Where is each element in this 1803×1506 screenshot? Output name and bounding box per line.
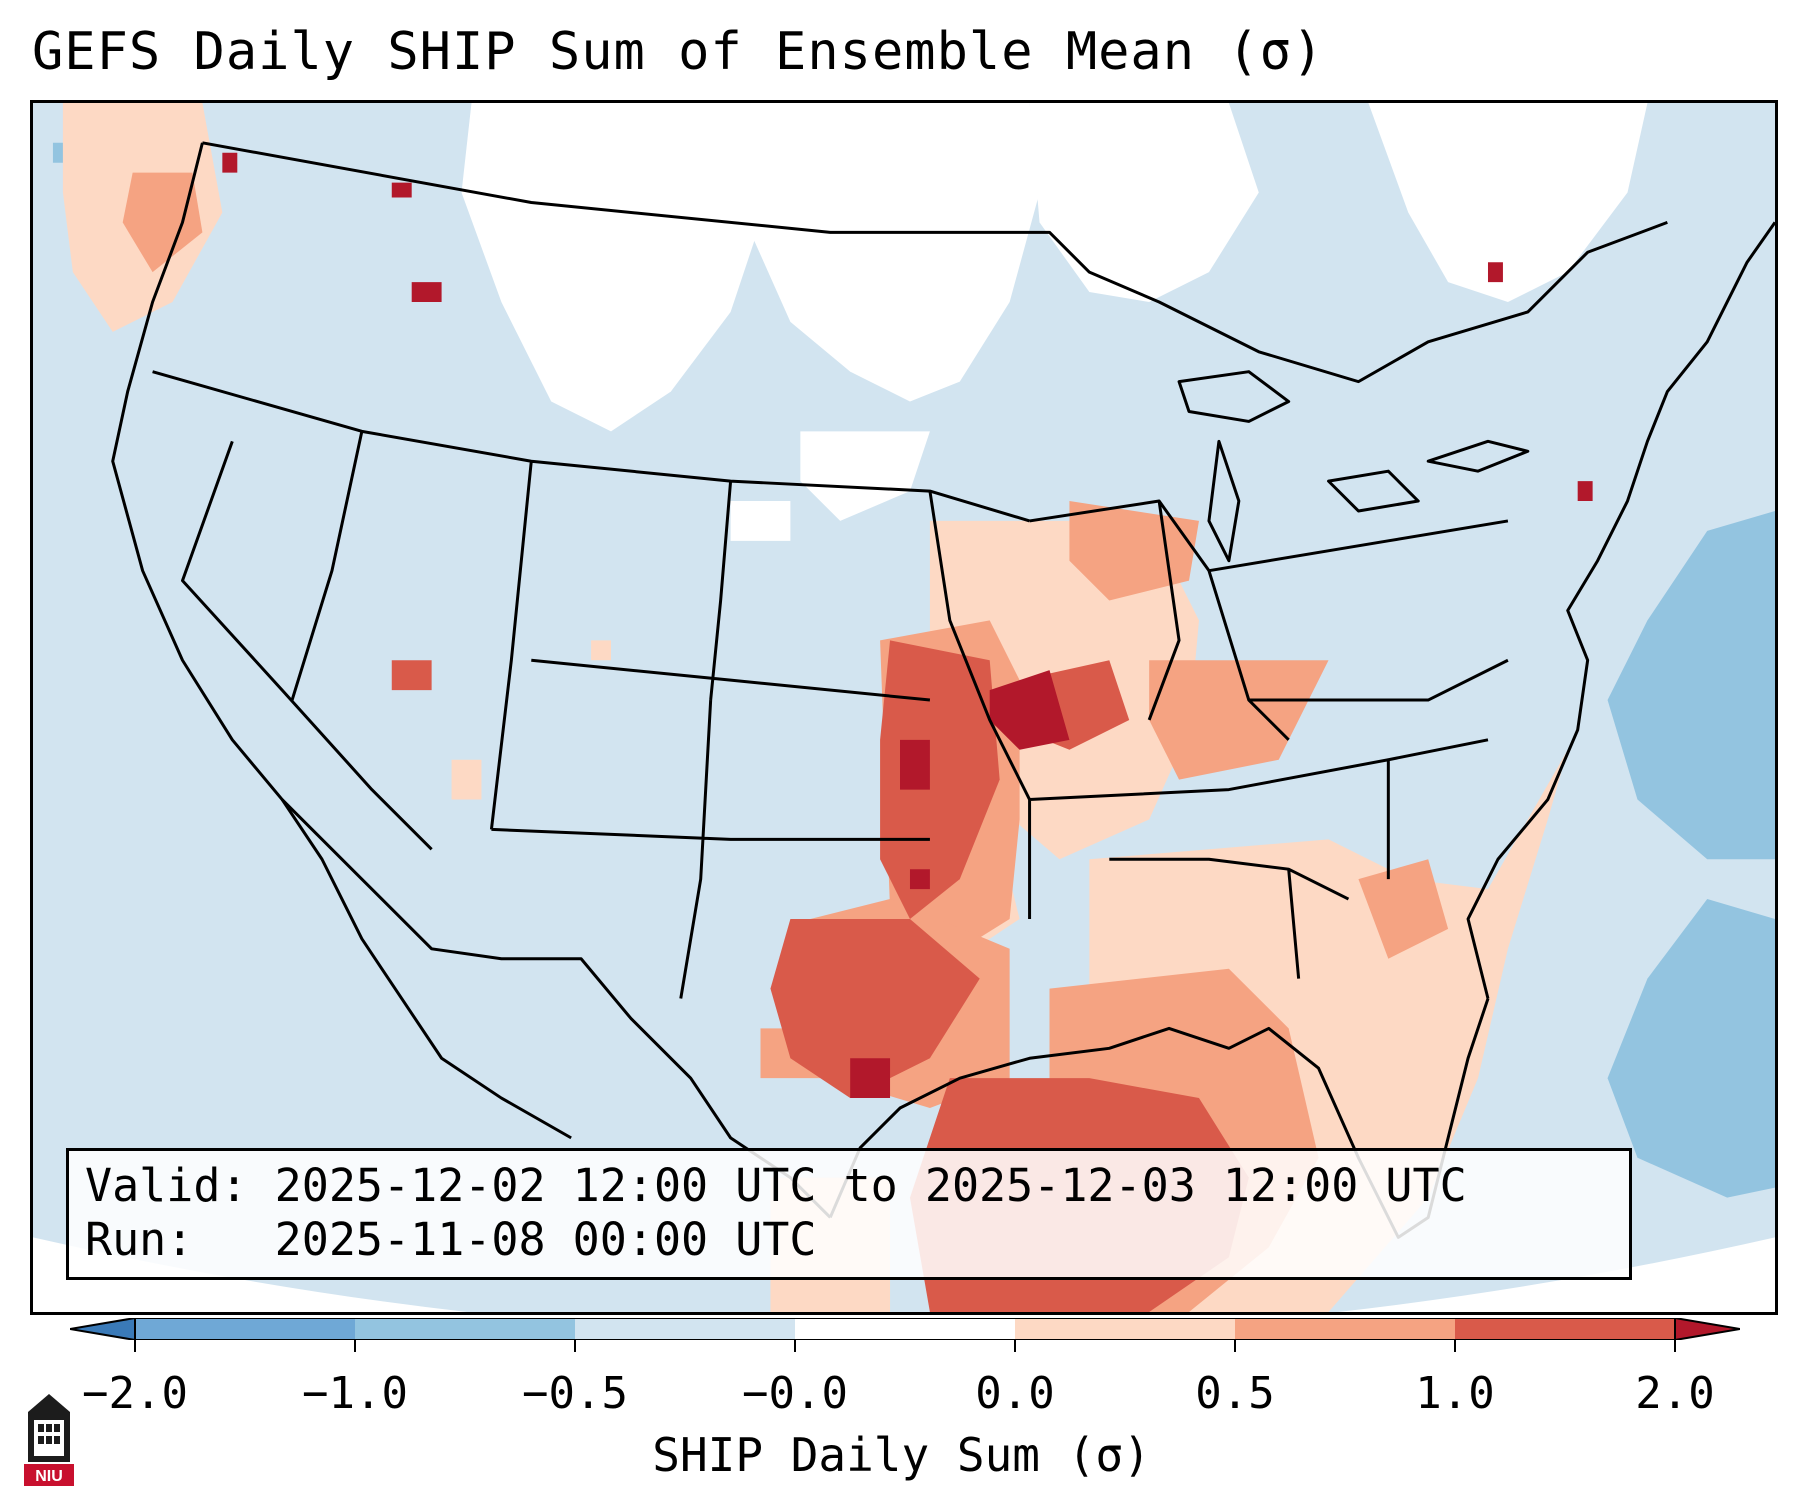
map-panel <box>30 100 1778 1315</box>
colorbar-tick-label: −2.0 <box>82 1368 188 1419</box>
colorbar-tick-mark <box>1674 1340 1676 1352</box>
colorbar-segment <box>575 1318 796 1340</box>
colorbar-segment <box>1015 1318 1236 1340</box>
colorbar-tick-mark <box>354 1340 356 1352</box>
colorbar-tick-mark <box>794 1340 796 1352</box>
colorbar-segment <box>795 1318 1016 1340</box>
great-lakes <box>1177 370 1530 563</box>
colorbar-tick-mark <box>1454 1340 1456 1352</box>
colorbar-tick-mark <box>1234 1340 1236 1352</box>
colorbar-extend-low <box>70 1318 136 1340</box>
colorbar-segment <box>135 1318 356 1340</box>
colorbar-tick-label: −1.0 <box>302 1368 408 1419</box>
colorbar-tick-label: 0.5 <box>1195 1368 1275 1419</box>
colorbar <box>70 1318 1740 1340</box>
canada-us-border <box>202 141 1668 384</box>
state-lines-west <box>152 370 1030 999</box>
colorbar-tick-label: −0.0 <box>742 1368 848 1419</box>
near-zero-field <box>461 103 1648 541</box>
colorbar-label: SHIP Daily Sum (σ) <box>652 1428 1151 1482</box>
chart-title: GEFS Daily SHIP Sum of Ensemble Mean (σ) <box>32 22 1325 82</box>
valid-time-text: Valid: 2025-12-02 12:00 UTC to 2025-12-0… <box>85 1159 1467 1212</box>
colorbar-extend-high <box>1674 1318 1740 1340</box>
colorbar-tick-label: 1.0 <box>1415 1368 1495 1419</box>
colorbar-tick-label: −0.5 <box>522 1368 628 1419</box>
ship-map <box>33 103 1775 1312</box>
run-time-text: Run: 2025-11-08 00:00 UTC <box>85 1213 817 1266</box>
validity-info-box: Valid: 2025-12-02 12:00 UTC to 2025-12-0… <box>66 1148 1632 1280</box>
positive-extreme-field <box>222 152 1593 1099</box>
colorbar-segment <box>1235 1318 1456 1340</box>
east-coast <box>1466 221 1775 999</box>
colorbar-segment <box>1455 1318 1676 1340</box>
colorbar-tick-label: 0.0 <box>975 1368 1055 1419</box>
university-tower-icon: NIU <box>24 1394 74 1486</box>
west-coast <box>111 142 572 1140</box>
political-boundaries <box>111 141 1775 1239</box>
logo-text: NIU <box>35 1468 63 1485</box>
colorbar-tick-mark <box>1014 1340 1016 1352</box>
colorbar-segment <box>355 1318 576 1340</box>
colorbar-tick-mark <box>574 1340 576 1352</box>
state-lines-east <box>928 490 1509 979</box>
colorbar-tick-mark <box>134 1340 136 1352</box>
colorbar-tick-label: 2.0 <box>1635 1368 1715 1419</box>
